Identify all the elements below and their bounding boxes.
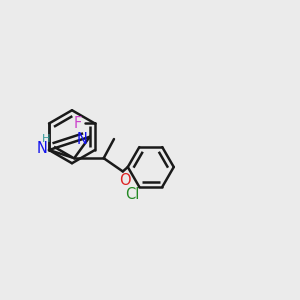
Text: H: H (42, 134, 50, 144)
Text: F: F (73, 116, 81, 131)
Text: N: N (36, 141, 47, 156)
Text: N: N (77, 132, 88, 147)
Text: O: O (119, 173, 131, 188)
Text: Cl: Cl (125, 187, 140, 202)
